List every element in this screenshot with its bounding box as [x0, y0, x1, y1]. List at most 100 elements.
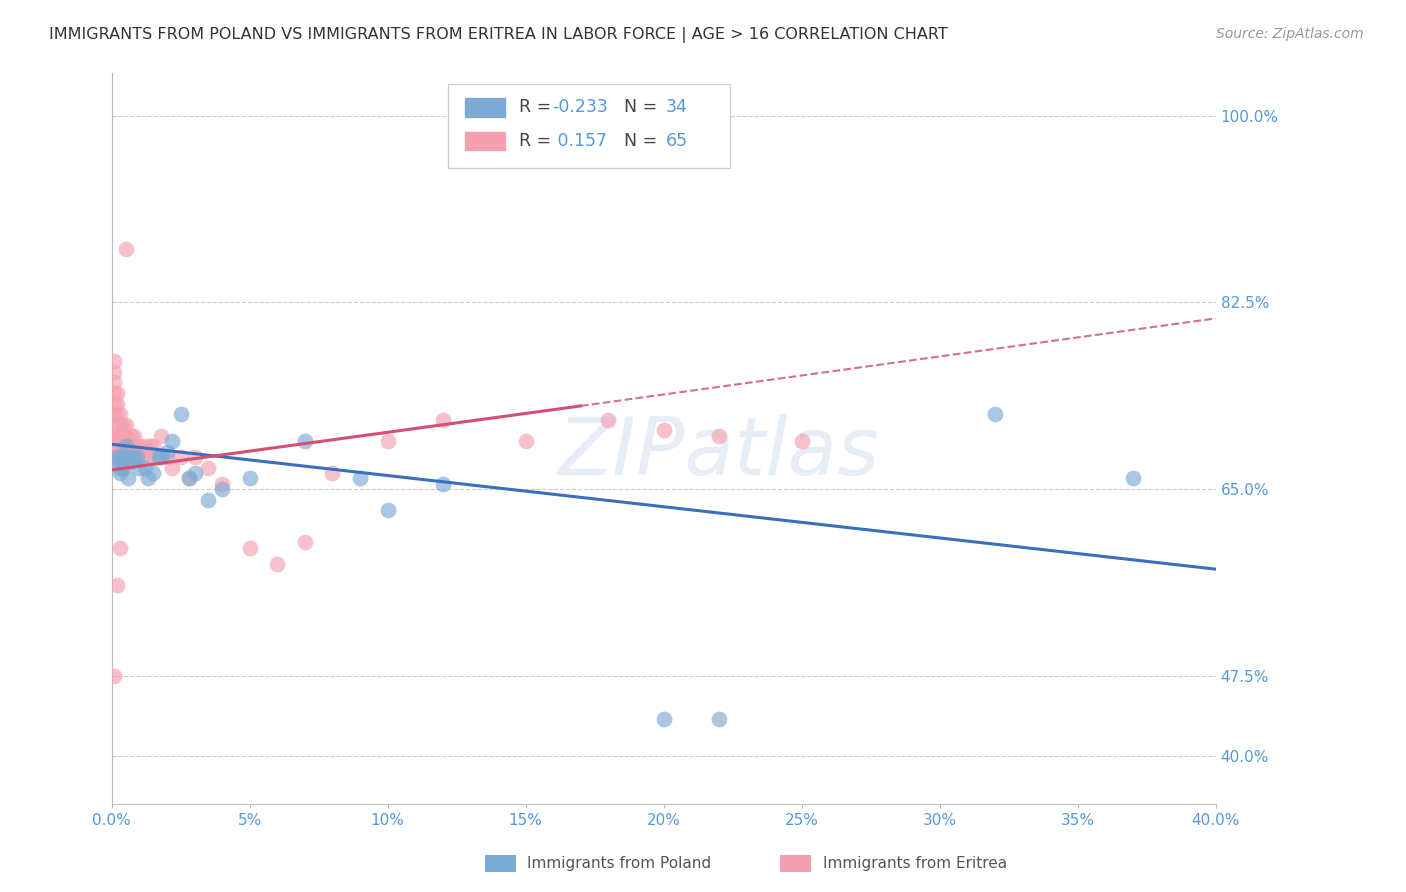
Point	[183, 450, 205, 464]
Point	[652, 424, 675, 438]
Point	[183, 466, 205, 480]
Point	[103, 429, 125, 443]
Point	[515, 434, 537, 449]
Point	[131, 450, 153, 464]
Point	[142, 440, 165, 454]
Point	[211, 476, 233, 491]
Point	[177, 471, 200, 485]
Point	[111, 450, 134, 464]
Point	[125, 450, 148, 464]
Point	[134, 440, 156, 454]
Point	[120, 455, 142, 469]
Point	[111, 460, 134, 475]
FancyBboxPatch shape	[449, 84, 730, 168]
Point	[108, 429, 131, 443]
Point	[103, 397, 125, 411]
Text: N =: N =	[613, 98, 662, 116]
Point	[652, 712, 675, 726]
Point	[134, 460, 156, 475]
Point	[156, 450, 179, 464]
Point	[103, 440, 125, 454]
Point	[377, 434, 399, 449]
Point	[211, 482, 233, 496]
Point	[120, 440, 142, 454]
Point	[984, 408, 1007, 422]
Point	[136, 471, 159, 485]
Point	[117, 440, 139, 454]
Point	[432, 413, 454, 427]
Point	[170, 450, 193, 464]
Text: R =: R =	[519, 98, 557, 116]
Point	[598, 413, 620, 427]
Point	[105, 386, 128, 401]
Point	[114, 418, 136, 433]
Point	[108, 460, 131, 475]
Point	[103, 408, 125, 422]
Point	[139, 440, 162, 454]
Point	[103, 386, 125, 401]
Point	[103, 354, 125, 368]
Point	[105, 440, 128, 454]
Text: ZIPatlas: ZIPatlas	[558, 414, 880, 492]
Text: -0.233: -0.233	[553, 98, 607, 116]
Point	[105, 450, 128, 464]
Point	[145, 450, 167, 464]
Point	[170, 408, 193, 422]
Text: Source: ZipAtlas.com: Source: ZipAtlas.com	[1216, 27, 1364, 41]
Point	[105, 418, 128, 433]
Point	[321, 466, 343, 480]
Point	[377, 503, 399, 517]
Point	[162, 460, 184, 475]
Text: 0.157: 0.157	[553, 132, 607, 150]
Point	[150, 450, 173, 464]
Point	[108, 541, 131, 555]
Text: Immigrants from Poland: Immigrants from Poland	[527, 856, 711, 871]
Point	[114, 455, 136, 469]
Point	[148, 450, 170, 464]
Point	[349, 471, 371, 485]
Point	[103, 376, 125, 390]
Point	[239, 541, 262, 555]
Point	[197, 492, 219, 507]
Point	[105, 397, 128, 411]
Point	[239, 471, 262, 485]
FancyBboxPatch shape	[464, 131, 506, 151]
Point	[103, 365, 125, 379]
Text: R =: R =	[519, 132, 557, 150]
Point	[103, 455, 125, 469]
Point	[142, 466, 165, 480]
Point	[103, 450, 125, 464]
Point	[103, 669, 125, 683]
Text: IMMIGRANTS FROM POLAND VS IMMIGRANTS FROM ERITREA IN LABOR FORCE | AGE > 16 CORR: IMMIGRANTS FROM POLAND VS IMMIGRANTS FRO…	[49, 27, 948, 43]
Point	[122, 440, 145, 454]
Point	[162, 434, 184, 449]
Point	[108, 408, 131, 422]
Point	[128, 440, 150, 454]
Point	[117, 450, 139, 464]
Point	[108, 440, 131, 454]
Point	[108, 450, 131, 464]
Point	[156, 444, 179, 458]
Point	[105, 578, 128, 592]
Point	[150, 429, 173, 443]
Point	[108, 418, 131, 433]
Text: 34: 34	[666, 98, 688, 116]
Point	[105, 429, 128, 443]
Point	[122, 429, 145, 443]
Text: N =: N =	[613, 132, 662, 150]
Text: Immigrants from Eritrea: Immigrants from Eritrea	[823, 856, 1007, 871]
Point	[294, 535, 316, 549]
Point	[111, 450, 134, 464]
Point	[111, 418, 134, 433]
Point	[1122, 471, 1144, 485]
Point	[707, 429, 730, 443]
Text: 65: 65	[666, 132, 688, 150]
FancyBboxPatch shape	[464, 97, 506, 118]
Point	[114, 440, 136, 454]
Point	[114, 242, 136, 256]
Point	[111, 429, 134, 443]
Point	[111, 440, 134, 454]
Point	[114, 429, 136, 443]
Point	[122, 450, 145, 464]
Point	[432, 476, 454, 491]
